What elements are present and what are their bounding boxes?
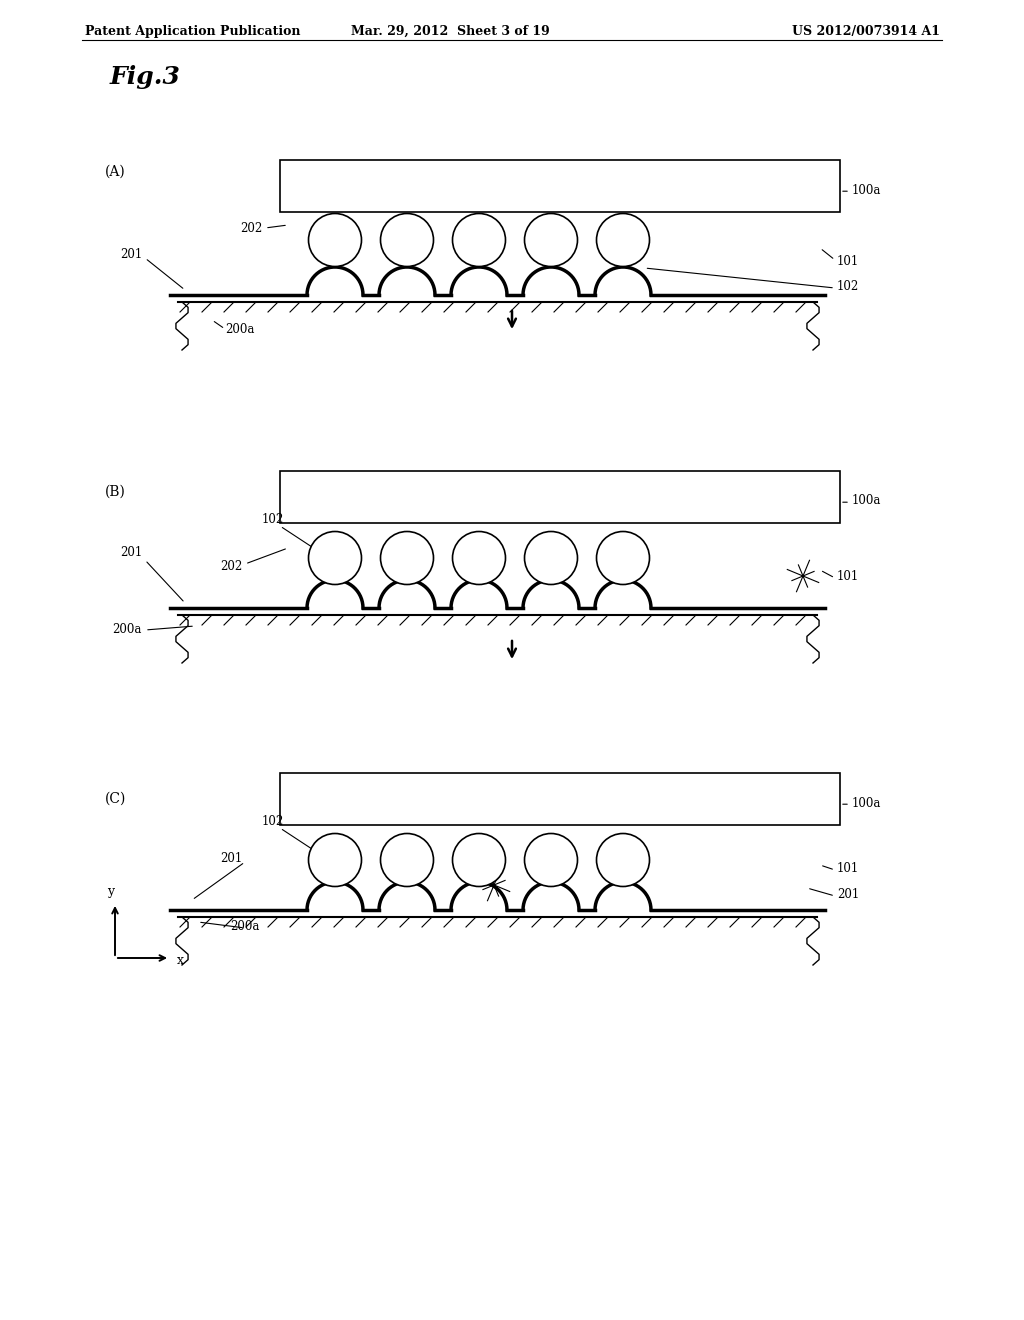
Text: 100a: 100a: [852, 796, 882, 809]
Circle shape: [381, 214, 433, 267]
Text: US 2012/0073914 A1: US 2012/0073914 A1: [792, 25, 940, 38]
Circle shape: [597, 532, 649, 585]
Bar: [280, 774, 840, 825]
Circle shape: [308, 532, 361, 585]
Circle shape: [524, 833, 578, 887]
Text: 101: 101: [837, 862, 859, 875]
Text: 201: 201: [120, 546, 142, 558]
Circle shape: [453, 532, 506, 585]
Circle shape: [597, 833, 649, 887]
Text: 102: 102: [262, 814, 285, 828]
Text: 202: 202: [240, 222, 262, 235]
Text: 201: 201: [220, 851, 242, 865]
Text: 202: 202: [220, 560, 242, 573]
Circle shape: [524, 214, 578, 267]
Text: 201: 201: [837, 888, 859, 902]
Text: 200a: 200a: [225, 323, 254, 337]
Text: Fig.3: Fig.3: [110, 65, 181, 88]
Circle shape: [381, 833, 433, 887]
Text: (C): (C): [105, 792, 126, 807]
Text: (A): (A): [105, 165, 126, 180]
Text: Patent Application Publication: Patent Application Publication: [85, 25, 300, 38]
Text: Mar. 29, 2012  Sheet 3 of 19: Mar. 29, 2012 Sheet 3 of 19: [350, 25, 549, 38]
Text: 100a: 100a: [852, 183, 882, 197]
Bar: [280, 160, 840, 213]
Bar: [280, 471, 840, 523]
Circle shape: [308, 214, 361, 267]
Text: (B): (B): [105, 484, 126, 499]
Circle shape: [453, 214, 506, 267]
Circle shape: [453, 833, 506, 887]
Circle shape: [308, 833, 361, 887]
Text: x: x: [177, 953, 184, 966]
Circle shape: [524, 532, 578, 585]
Text: 201: 201: [120, 248, 142, 261]
Text: 200a: 200a: [113, 623, 142, 636]
Text: 102: 102: [837, 280, 859, 293]
Text: 102: 102: [262, 513, 285, 525]
Text: 100a: 100a: [852, 495, 882, 507]
Circle shape: [381, 532, 433, 585]
Circle shape: [597, 214, 649, 267]
Text: y: y: [106, 884, 114, 898]
Text: 101: 101: [837, 570, 859, 583]
Text: 200a: 200a: [230, 920, 259, 933]
Text: 101: 101: [837, 255, 859, 268]
